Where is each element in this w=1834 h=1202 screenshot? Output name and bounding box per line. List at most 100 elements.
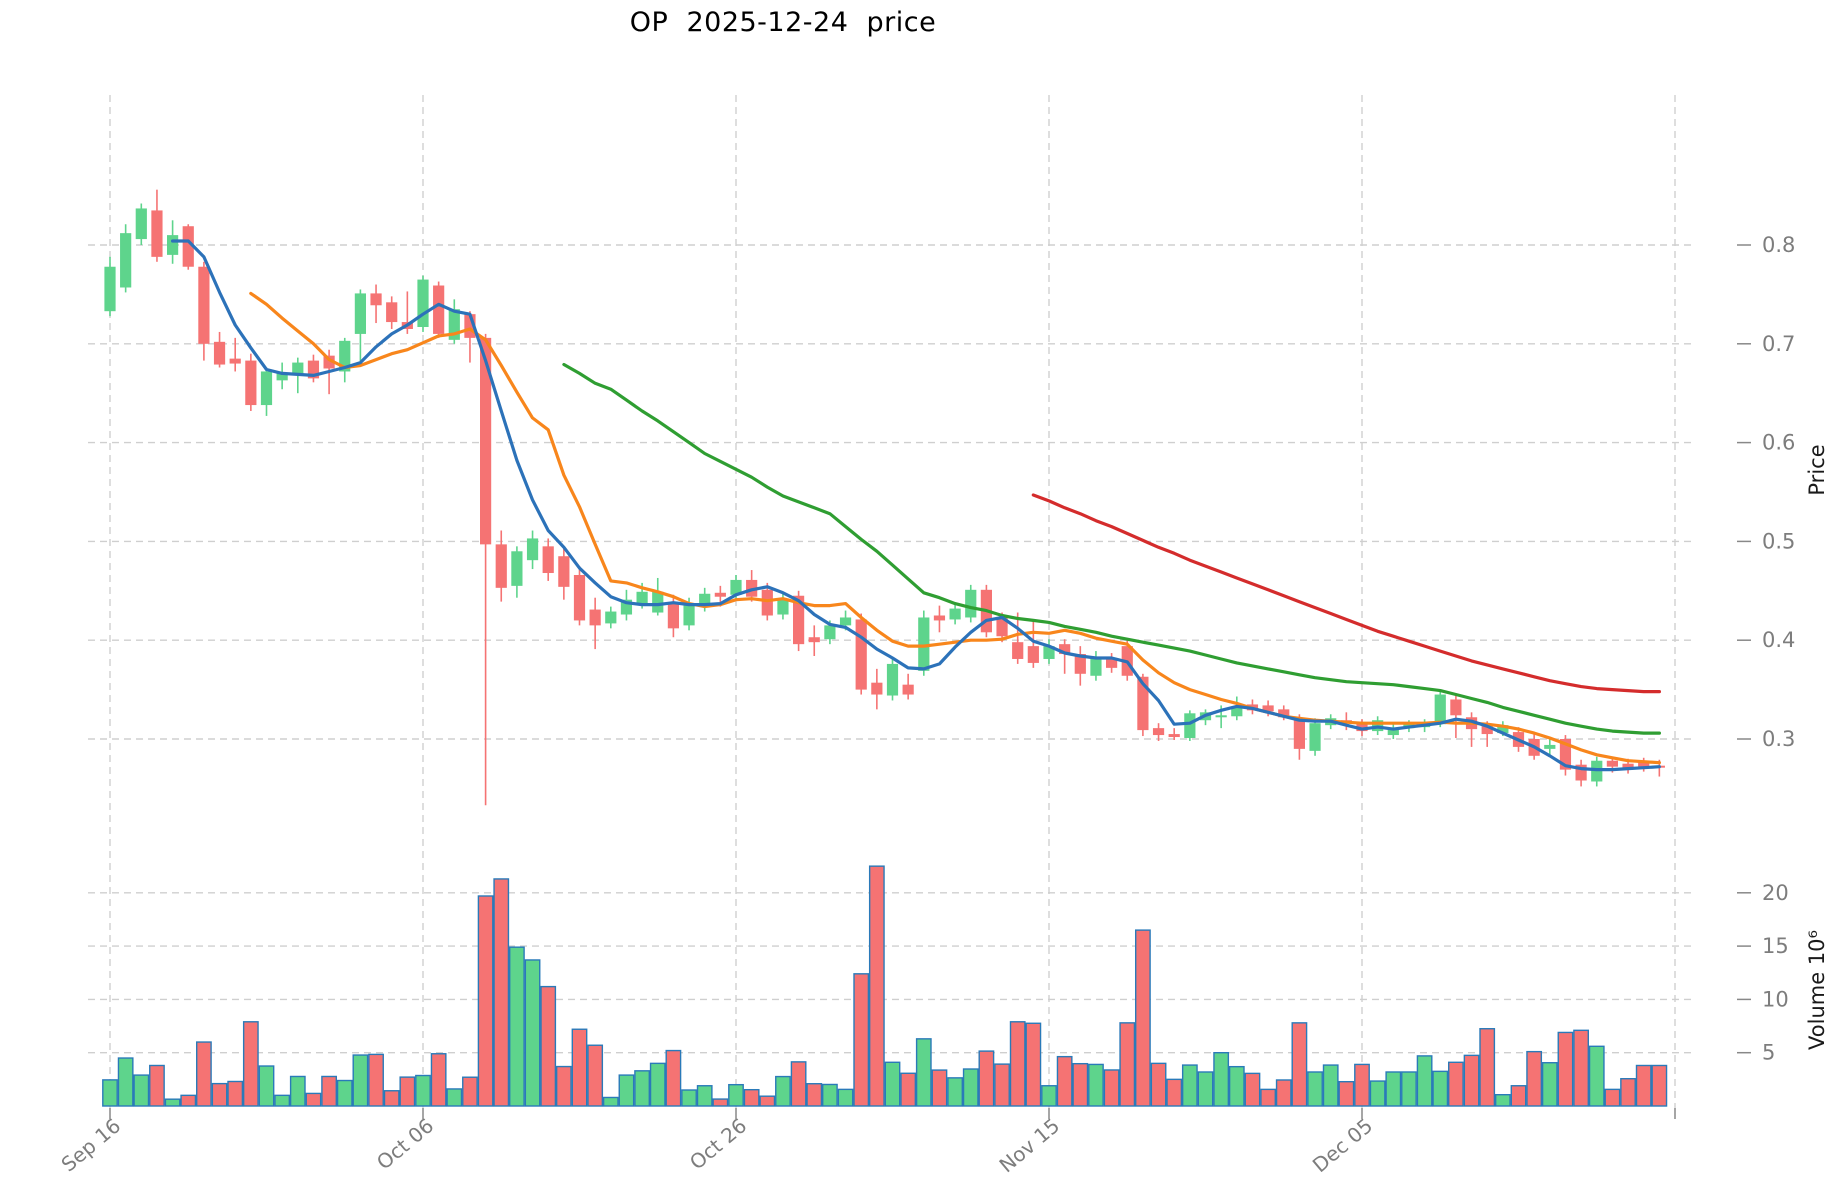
volume-bar	[1260, 1088, 1277, 1107]
x-tick-label: Nov 15	[995, 1113, 1065, 1177]
volume-bar	[602, 1096, 619, 1107]
volume-bar	[1573, 1029, 1590, 1107]
candle-body	[1450, 699, 1462, 716]
volume-tick-labels: 20 15 10 5	[1762, 881, 1789, 1065]
volume-bar	[1541, 1062, 1558, 1107]
candle-body	[1074, 654, 1086, 674]
volume-bar	[822, 1083, 838, 1107]
candle-body	[448, 309, 460, 340]
volume-bar	[446, 1088, 463, 1107]
volume-bar	[493, 878, 510, 1107]
candle-body	[464, 314, 476, 338]
volume-tick-label: 5	[1762, 1041, 1775, 1065]
candle-body	[605, 611, 617, 624]
candle-body	[323, 355, 335, 369]
candle-body	[808, 637, 820, 643]
volume-bar	[837, 1088, 854, 1107]
candle-body	[370, 293, 382, 306]
volume-bar	[696, 1085, 713, 1107]
candle-body	[542, 546, 554, 574]
volume-bar	[915, 1038, 932, 1107]
volume-bar	[430, 1053, 447, 1107]
volume-bar	[399, 1076, 416, 1107]
volume-bar	[962, 1068, 979, 1107]
candle-body	[417, 279, 429, 328]
candle-body	[965, 589, 977, 618]
candle-body	[339, 340, 351, 372]
candle-body	[1575, 764, 1587, 781]
candle-body	[902, 684, 914, 695]
volume-bar	[1401, 1071, 1417, 1107]
candle-body	[1356, 723, 1368, 732]
volume-bar	[1166, 1078, 1183, 1107]
candle-body	[386, 302, 398, 323]
candle-body	[777, 598, 789, 615]
volume-bar	[258, 1065, 275, 1107]
candle-body	[886, 663, 899, 696]
candle-body	[120, 233, 132, 288]
volume-bar	[540, 985, 557, 1107]
candle-body	[182, 226, 194, 267]
candle-body	[589, 609, 601, 626]
volume-bar	[352, 1054, 369, 1107]
candle-body	[1387, 728, 1399, 736]
volume-bar	[618, 1074, 635, 1107]
volume-bar	[1588, 1045, 1605, 1107]
volume-bar	[1463, 1054, 1480, 1107]
candle-body	[1043, 646, 1055, 659]
volume-bar	[149, 1064, 165, 1107]
volume-bar	[555, 1065, 572, 1107]
volume-bar	[274, 1094, 291, 1107]
candle-body	[667, 603, 679, 629]
volume-bar	[1150, 1062, 1167, 1107]
x-tick-label: Oct 06	[372, 1113, 438, 1174]
volume-bar	[790, 1061, 807, 1107]
candle-body	[1137, 676, 1149, 731]
candles	[104, 189, 1665, 806]
volume-bar	[649, 1062, 666, 1107]
volume-tick-label: 15	[1762, 934, 1789, 958]
volume-bar	[415, 1074, 431, 1107]
candle-body	[151, 210, 163, 257]
candle-body	[1262, 705, 1274, 712]
candle-body	[793, 595, 805, 645]
volume-bar	[1479, 1028, 1496, 1107]
candle-body	[1215, 715, 1227, 718]
volume-bar	[1228, 1065, 1245, 1107]
volume-bar	[336, 1079, 353, 1107]
volume-bar	[1385, 1071, 1402, 1107]
candle-body	[683, 603, 695, 626]
volume-bar	[947, 1077, 964, 1107]
volume-bar	[1103, 1069, 1120, 1107]
candle-body	[245, 360, 257, 406]
volume-bar	[477, 895, 494, 1107]
candle-body	[511, 551, 523, 586]
candle-body	[1544, 744, 1556, 749]
candle-body	[1293, 719, 1305, 749]
volume-bar	[900, 1072, 917, 1107]
candle-body	[573, 574, 586, 621]
volume-bar	[759, 1095, 776, 1107]
volume-bar	[884, 1061, 901, 1107]
volume-bar	[1651, 1064, 1668, 1107]
volume-tick-label: 20	[1762, 881, 1789, 905]
candle-body	[871, 682, 883, 695]
candle-body	[620, 599, 633, 615]
volume-bar	[1510, 1085, 1527, 1107]
candle-body	[652, 591, 664, 613]
candle-body	[636, 591, 648, 604]
volume-bar	[665, 1049, 682, 1107]
price-tick-label: 0.6	[1762, 431, 1795, 455]
axis-ticks	[109, 244, 1751, 1119]
volume-bar	[712, 1098, 729, 1107]
candle-body	[1012, 642, 1024, 659]
volume-bar	[1009, 1021, 1026, 1107]
volume-bar	[289, 1075, 306, 1107]
volume-bar	[1197, 1071, 1214, 1107]
volume-bar	[1088, 1063, 1104, 1107]
ma-line-ma30	[562, 362, 1662, 735]
volume-bar	[462, 1076, 478, 1107]
candle-body	[1481, 726, 1493, 735]
volume-bar	[1291, 1022, 1308, 1107]
x-tick-label: Sep 16	[57, 1113, 126, 1176]
